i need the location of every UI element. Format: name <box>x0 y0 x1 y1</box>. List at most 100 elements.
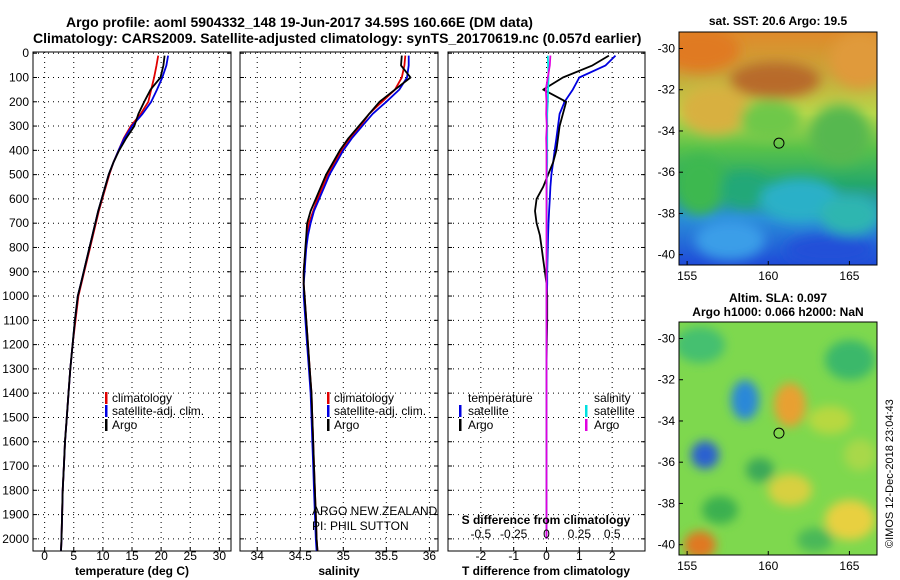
top-tick-label: 0.25 <box>568 527 592 541</box>
x-tick-label: 34 <box>251 549 265 563</box>
lat-tick-label: -40 <box>658 538 676 552</box>
legend-label-climatology: climatology <box>112 391 172 405</box>
difference-xlabel: T difference from climatology <box>462 564 630 578</box>
x-tick-label: -1 <box>508 549 519 563</box>
depth-tick-label: 1800 <box>2 483 29 497</box>
top-tick-label: 0 <box>543 527 550 541</box>
x-tick-label: 15 <box>125 549 139 563</box>
depth-tick-label: 1700 <box>2 459 29 473</box>
x-tick-label: 36 <box>423 549 437 563</box>
legend-swatch-argo <box>105 419 108 431</box>
x-tick-label: 10 <box>96 549 110 563</box>
depth-tick-label: 1600 <box>2 435 29 449</box>
legend-label-argo: Argo <box>334 418 360 432</box>
series-line-s-argo <box>544 55 552 539</box>
figure-title-line2: Climatology: CARS2009. Satellite-adjuste… <box>33 30 641 46</box>
difference-legend: temperature satellite Argo salinity sate… <box>459 391 635 432</box>
depth-tick-label: 0 <box>22 46 29 60</box>
sst-field <box>679 32 877 265</box>
temperature-grid <box>33 52 231 551</box>
sst-map-frame <box>678 31 878 266</box>
temperature-panel: 0 5 10 15 20 25 30 0 100 200 300 400 500 600 700 800 90… <box>2 46 232 578</box>
legend-swatch-climatology <box>327 392 330 404</box>
x-tick-label: -2 <box>475 549 486 563</box>
legend-label-s-argo: Argo <box>594 418 620 432</box>
legend-swatch-satellite <box>327 405 330 417</box>
lat-tick-label: -38 <box>658 496 676 510</box>
depth-tick-label: 300 <box>9 119 29 133</box>
top-tick-label: 0.5 <box>604 527 621 541</box>
difference-panel: -2 -1 0 1 2 -0.5 -0.25 0 0.25 0.5 T difference f… <box>447 51 646 578</box>
sst-map: sat. SST: 20.6 Argo: 19.5 155 160 165 -30 -3… <box>658 14 878 283</box>
sla-field <box>679 322 877 555</box>
salinity-xlabel: salinity <box>318 564 360 578</box>
temperature-legend: climatology satellite-adj. clim. Argo <box>105 391 204 432</box>
lat-tick-label: -34 <box>658 124 676 138</box>
depth-tick-label: 600 <box>9 192 29 206</box>
top-tick-label: -0.5 <box>470 527 491 541</box>
depth-tick-label: 1500 <box>2 410 29 424</box>
legend-swatch-t-satellite <box>459 405 462 417</box>
series-line-argo <box>302 55 412 551</box>
argo-float-marker <box>773 137 785 149</box>
salinity-grid <box>240 52 438 551</box>
legend-swatch-s-argo <box>585 419 588 431</box>
legend-label-satellite: satellite-adj. clim. <box>334 404 426 418</box>
x-tick-label: 2 <box>609 549 616 563</box>
depth-tick-label: 2000 <box>2 532 29 546</box>
x-tick-label: 5 <box>70 549 77 563</box>
legend-label-t-satellite: satellite <box>468 404 509 418</box>
legend-label-argo: Argo <box>112 418 138 432</box>
legend-title-salinity: salinity <box>594 391 631 405</box>
sst-map-ticks: 155 160 165 -30 -32 -34 -36 -38 -40 <box>658 41 860 283</box>
lat-tick-label: -38 <box>658 206 676 220</box>
figure-title-line1: Argo profile: aoml 5904332_148 19-Jun-20… <box>66 14 533 30</box>
difference-top-label: S difference from climatology <box>462 513 631 527</box>
legend-label-satellite: satellite-adj. clim. <box>112 404 204 418</box>
depth-tick-label: 200 <box>9 95 29 109</box>
salinity-xticks: 34 34.5 35 35.5 36 <box>251 549 437 563</box>
x-tick-label: 35 <box>337 549 351 563</box>
legend-label-t-argo: Argo <box>468 418 494 432</box>
lat-tick-label: -36 <box>658 165 676 179</box>
x-tick-label: 25 <box>184 549 198 563</box>
top-tick-label: -0.25 <box>500 527 528 541</box>
lon-tick-label: 155 <box>677 559 697 573</box>
salinity-plot-frame <box>239 51 439 552</box>
legend-label-climatology: climatology <box>334 391 394 405</box>
x-tick-label: 34.5 <box>289 549 313 563</box>
lon-tick-label: 160 <box>758 269 778 283</box>
legend-swatch-t-argo <box>459 419 462 431</box>
temperature-lines <box>60 55 169 551</box>
sla-map: Altim. SLA: 0.097 Argo h1000: 0.066 h200… <box>658 291 878 573</box>
legend-swatch-s-satellite <box>585 405 588 417</box>
imos-timestamp: ©IMOS 12-Dec-2018 23:04:43 <box>884 399 896 548</box>
lat-tick-label: -32 <box>658 373 676 387</box>
depth-tick-label: 1300 <box>2 362 29 376</box>
sla-map-frame <box>678 321 878 556</box>
depth-tick-label: 1100 <box>3 313 29 327</box>
x-tick-label: 20 <box>154 549 168 563</box>
x-tick-label: 35.5 <box>375 549 399 563</box>
lat-tick-label: -30 <box>658 331 676 345</box>
legend-swatch-argo <box>327 419 330 431</box>
sla-map-ticks: 155 160 165 -30 -32 -34 -36 -38 -40 <box>658 331 860 573</box>
salinity-panel: 34 34.5 35 35.5 36 salinity climatology sate… <box>239 51 439 578</box>
x-tick-label: 1 <box>576 549 583 563</box>
x-tick-label: 0 <box>543 549 550 563</box>
depth-tick-label: 700 <box>9 216 29 230</box>
lon-tick-label: 160 <box>758 559 778 573</box>
lat-tick-label: -34 <box>658 414 676 428</box>
lat-tick-label: -30 <box>658 41 676 55</box>
depth-tick-label: 500 <box>9 168 29 182</box>
sst-map-title: sat. SST: 20.6 Argo: 19.5 <box>709 14 848 28</box>
depth-tick-label: 900 <box>9 265 29 279</box>
lat-tick-label: -32 <box>658 83 676 97</box>
lon-tick-label: 165 <box>839 559 859 573</box>
difference-xticks: -2 -1 0 1 2 <box>475 549 615 563</box>
temperature-xticks: 0 5 10 15 20 25 30 <box>41 549 226 563</box>
depth-tick-label: 400 <box>9 143 29 157</box>
depth-ticks: 0 100 200 300 400 500 600 700 800 900 1000 1100 1200… <box>2 46 29 546</box>
credit-line2: PI: PHIL SUTTON <box>312 519 409 533</box>
